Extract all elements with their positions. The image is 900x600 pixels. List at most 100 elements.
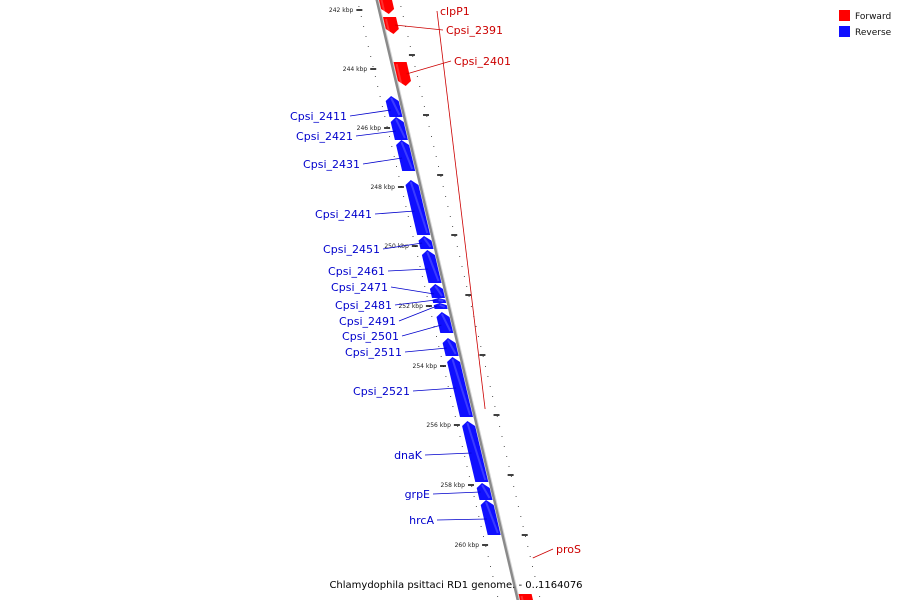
gene-clpp1[interactable] <box>378 0 395 14</box>
gene-cpsi-2521[interactable] <box>447 357 473 417</box>
gene-dnak[interactable] <box>462 421 489 482</box>
gene-sheen <box>400 141 414 170</box>
genome-caption: Chlamydophila psittaci RD1 genome. - 0..… <box>329 580 582 591</box>
gene-label[interactable]: Cpsi_2421 <box>296 130 353 143</box>
guide-dot <box>508 466 510 467</box>
gene-leader-line <box>436 10 486 410</box>
gene-hrca[interactable] <box>480 500 501 535</box>
gene-label[interactable]: Cpsi_2501 <box>342 330 399 343</box>
guide-dot <box>483 536 484 537</box>
gene-cpsi-2451[interactable] <box>418 236 434 249</box>
guide-dot <box>478 336 479 337</box>
gene-label[interactable]: dnaK <box>394 449 423 462</box>
gene-label[interactable]: Cpsi_2431 <box>303 158 360 171</box>
guide-dot <box>428 126 430 127</box>
gene-sheen <box>380 0 386 13</box>
gene-cpsi-2481[interactable] <box>432 298 447 303</box>
gene-leader-line <box>349 109 391 117</box>
gene-pros[interactable] <box>518 594 534 600</box>
gene-sheen <box>466 422 487 481</box>
gene-label[interactable]: Cpsi_2471 <box>331 281 388 294</box>
guide-dot <box>393 156 395 157</box>
guide-dot <box>440 176 442 177</box>
guide-dot <box>363 26 365 27</box>
guide-dot <box>409 46 411 47</box>
guide-dot <box>438 346 440 347</box>
gene-sheen <box>439 304 445 308</box>
gene-sheen <box>447 339 457 355</box>
gene-label[interactable]: Cpsi_2511 <box>345 346 402 359</box>
legend-label-reverse: Reverse <box>855 28 892 38</box>
guide-dot <box>536 586 538 587</box>
gene-leader-line <box>401 324 442 337</box>
guide-dot <box>412 236 414 237</box>
guide-dot <box>431 136 432 137</box>
gene-leader-line <box>436 518 488 521</box>
gene-cpsi-2431[interactable] <box>396 140 416 171</box>
guide-dot <box>522 526 524 527</box>
guide-dot <box>396 166 397 167</box>
gene-leader-line <box>532 548 554 559</box>
gene-cpsi-2461[interactable] <box>421 250 442 283</box>
guide-dot <box>370 56 372 57</box>
guide-dot <box>466 466 468 467</box>
gene-label[interactable]: Cpsi_2391 <box>446 24 503 37</box>
gene-label[interactable]: Cpsi_2411 <box>290 110 347 123</box>
gene-cpsi-2411[interactable] <box>385 96 403 117</box>
gene-label[interactable]: Cpsi_2461 <box>328 265 385 278</box>
guide-dot <box>449 216 451 217</box>
gene-leader-line <box>412 387 457 392</box>
guide-dot <box>438 166 439 167</box>
gene-cpsi-2491[interactable] <box>433 303 448 309</box>
gene-label[interactable]: Cpsi_2481 <box>335 299 392 312</box>
guide-dot <box>431 316 433 317</box>
guide-dot <box>410 226 412 227</box>
guide-dot <box>379 96 381 97</box>
scale-tick-label: 252 kbp <box>398 303 423 310</box>
gene-leader-line <box>390 286 435 295</box>
guide-dot <box>513 486 515 487</box>
guide-dot <box>503 446 505 447</box>
guide-dot <box>407 216 409 217</box>
gene-cpsi-2391[interactable] <box>383 17 399 34</box>
gene-label[interactable]: clpP1 <box>440 5 470 18</box>
guide-dot <box>497 596 499 597</box>
gene-leader-line <box>394 24 444 31</box>
gene-cpsi-2501[interactable] <box>436 312 454 333</box>
gene-label[interactable]: Cpsi_2521 <box>353 385 410 398</box>
gene-label[interactable]: Cpsi_2401 <box>454 55 511 68</box>
gene-cpsi-2471[interactable] <box>429 284 445 298</box>
gene-label[interactable]: grpE <box>405 488 430 501</box>
gene-label[interactable]: Cpsi_2441 <box>315 208 372 221</box>
gene-sheen <box>395 118 406 139</box>
gene-cpsi-2401[interactable] <box>393 62 411 86</box>
gene-cpsi-2511[interactable] <box>442 338 459 356</box>
guide-dot <box>525 536 526 537</box>
guide-dot <box>419 266 421 267</box>
guide-dot <box>475 326 477 327</box>
guide-dot <box>454 416 456 417</box>
guide-dot <box>485 546 487 547</box>
guide-dot <box>426 296 428 297</box>
guide-dot <box>482 356 484 357</box>
gene-cpsi-2421[interactable] <box>390 117 408 140</box>
gene-label[interactable]: Cpsi_2451 <box>323 243 380 256</box>
legend-swatch-forward <box>839 10 850 21</box>
guide-dot <box>372 66 374 67</box>
guide-dot <box>445 196 447 197</box>
guide-dot <box>456 246 458 247</box>
gene-label[interactable]: proS <box>556 543 581 556</box>
guide-dot <box>436 336 437 337</box>
guide-dot <box>527 546 529 547</box>
gene-cpsi-2441[interactable] <box>405 180 431 235</box>
guide-dot <box>403 196 405 197</box>
guide-dot <box>473 496 475 497</box>
gene-label[interactable]: hrcA <box>409 514 434 527</box>
guide-dot <box>496 416 498 417</box>
guide-dot <box>442 186 444 187</box>
guide-dot <box>461 446 463 447</box>
gene-sheen <box>395 63 403 85</box>
gene-label[interactable]: Cpsi_2491 <box>339 315 396 328</box>
gene-grpe[interactable] <box>476 483 493 500</box>
